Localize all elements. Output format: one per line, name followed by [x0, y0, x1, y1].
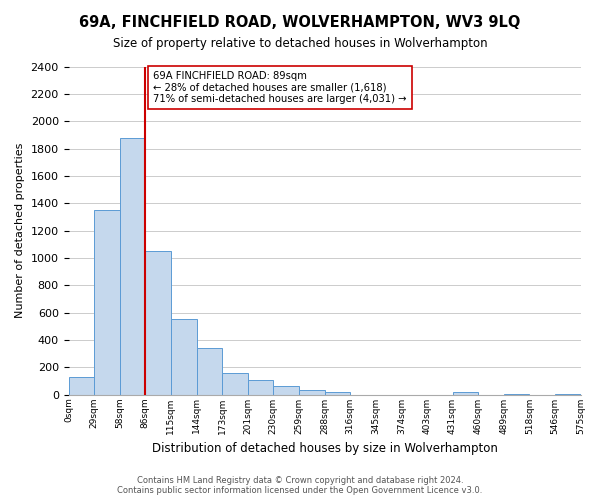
- Bar: [171, 320, 197, 394]
- Bar: [197, 348, 222, 395]
- Bar: [325, 392, 350, 394]
- Bar: [94, 210, 120, 394]
- Bar: [145, 251, 171, 394]
- Bar: [452, 392, 478, 394]
- Text: Contains HM Land Registry data © Crown copyright and database right 2024.
Contai: Contains HM Land Registry data © Crown c…: [118, 476, 482, 495]
- Bar: [222, 372, 248, 394]
- Bar: [274, 386, 299, 394]
- Text: 69A, FINCHFIELD ROAD, WOLVERHAMPTON, WV3 9LQ: 69A, FINCHFIELD ROAD, WOLVERHAMPTON, WV3…: [79, 15, 521, 30]
- Bar: [248, 380, 274, 394]
- X-axis label: Distribution of detached houses by size in Wolverhampton: Distribution of detached houses by size …: [152, 442, 497, 455]
- Bar: [68, 378, 94, 394]
- Bar: [299, 390, 325, 394]
- Bar: [120, 138, 145, 394]
- Y-axis label: Number of detached properties: Number of detached properties: [15, 143, 25, 318]
- Text: 69A FINCHFIELD ROAD: 89sqm
← 28% of detached houses are smaller (1,618)
71% of s: 69A FINCHFIELD ROAD: 89sqm ← 28% of deta…: [153, 70, 407, 104]
- Text: Size of property relative to detached houses in Wolverhampton: Size of property relative to detached ho…: [113, 38, 487, 51]
